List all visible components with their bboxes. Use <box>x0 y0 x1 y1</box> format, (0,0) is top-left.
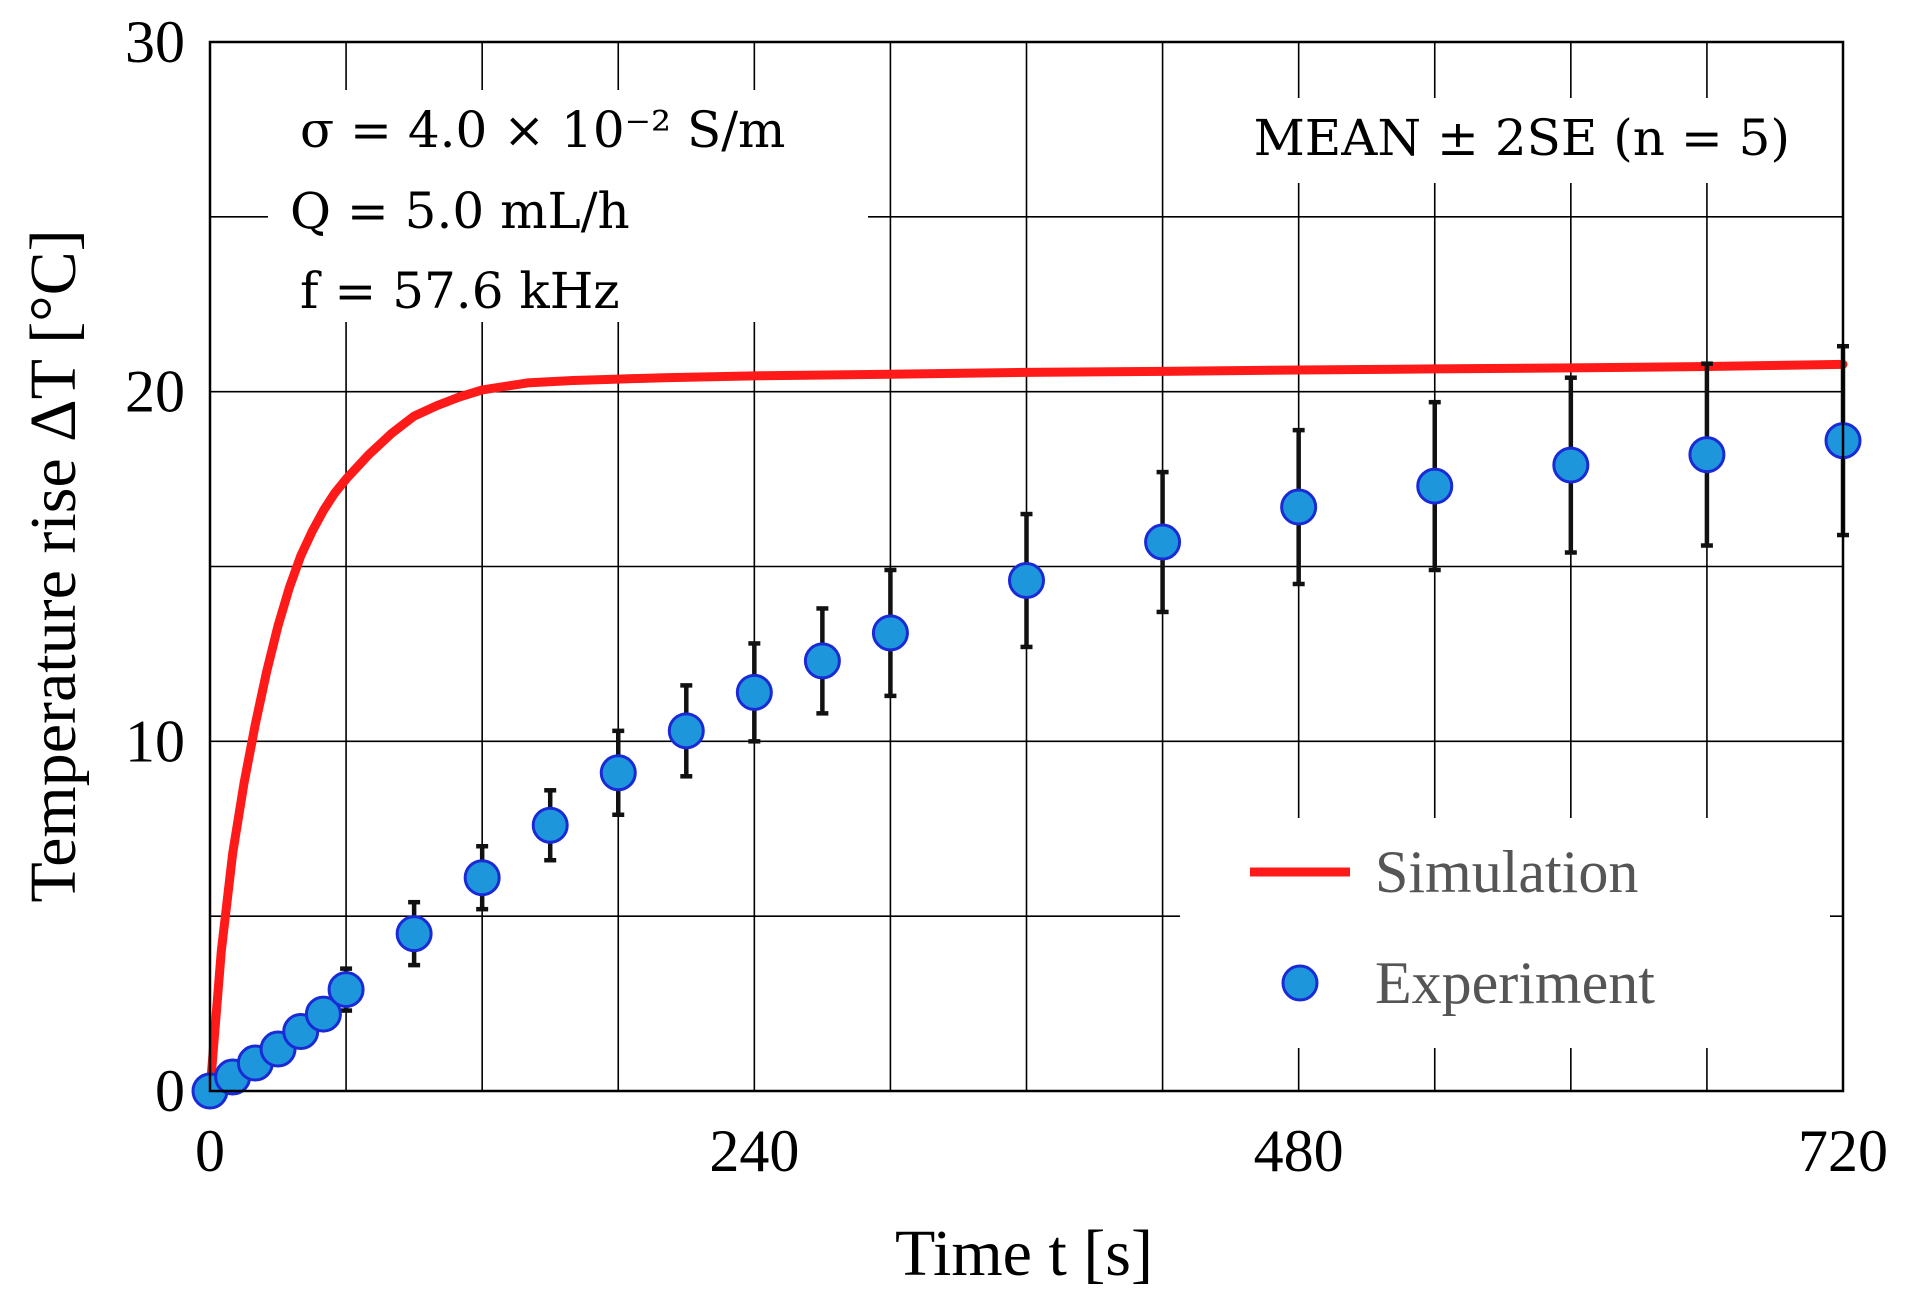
y-tick-label: 10 <box>125 708 185 774</box>
experiment-point <box>531 806 569 844</box>
experiment-point <box>667 712 705 750</box>
params-annotation: σ = 4.0 × 10⁻² S/m Q = 5.0 mL/h f = 57.6… <box>268 90 868 322</box>
y-axis-label: Temperature rise ΔT [°C] <box>17 229 90 902</box>
plot-frame <box>208 40 1845 1093</box>
param-flow: Q = 5.0 mL/h <box>290 182 630 240</box>
experiment-point <box>1416 467 1454 505</box>
x-tick-label: 480 <box>1254 1118 1344 1184</box>
y-tick-label: 20 <box>125 359 185 425</box>
experiment-point <box>599 754 637 792</box>
legend-experiment-label: Experiment <box>1375 950 1655 1016</box>
experiment-point <box>735 673 773 711</box>
simulation-line <box>205 359 1848 1096</box>
x-tick-label: 240 <box>709 1118 799 1184</box>
experiment-point <box>1552 446 1590 484</box>
x-axis-label: Time t [s] <box>895 1217 1153 1290</box>
experiment-point <box>1280 488 1318 526</box>
experiment-point <box>871 614 909 652</box>
experiment-point <box>803 642 841 680</box>
x-tick-label: 0 <box>195 1118 225 1184</box>
x-tick-label: 720 <box>1798 1118 1888 1184</box>
stat-note: MEAN ± 2SE (n = 5) <box>1254 109 1790 167</box>
experiment-point <box>304 995 342 1033</box>
experiment-point <box>1008 561 1045 599</box>
legend: Simulation Experiment <box>1180 818 1830 1048</box>
experiment-point <box>1688 436 1726 474</box>
param-sigma: σ = 4.0 × 10⁻² S/m <box>300 101 785 159</box>
simulation-series <box>205 359 1848 1096</box>
y-tick-label: 0 <box>155 1058 185 1124</box>
legend-simulation-label: Simulation <box>1375 839 1638 905</box>
experiment-point <box>327 971 365 1009</box>
stat-annotation: MEAN ± 2SE (n = 5) <box>1195 98 1815 183</box>
tick-labels: 0 240 480 720 0 10 20 30 <box>125 9 1888 1184</box>
param-frequency: f = 57.6 kHz <box>300 262 620 320</box>
experiment-series <box>191 343 1862 1110</box>
experiment-point <box>395 915 433 953</box>
legend-experiment-swatch <box>1281 964 1319 1002</box>
y-tick-label: 30 <box>125 9 185 75</box>
experiment-point <box>1144 523 1182 561</box>
experiment-point <box>463 859 501 897</box>
